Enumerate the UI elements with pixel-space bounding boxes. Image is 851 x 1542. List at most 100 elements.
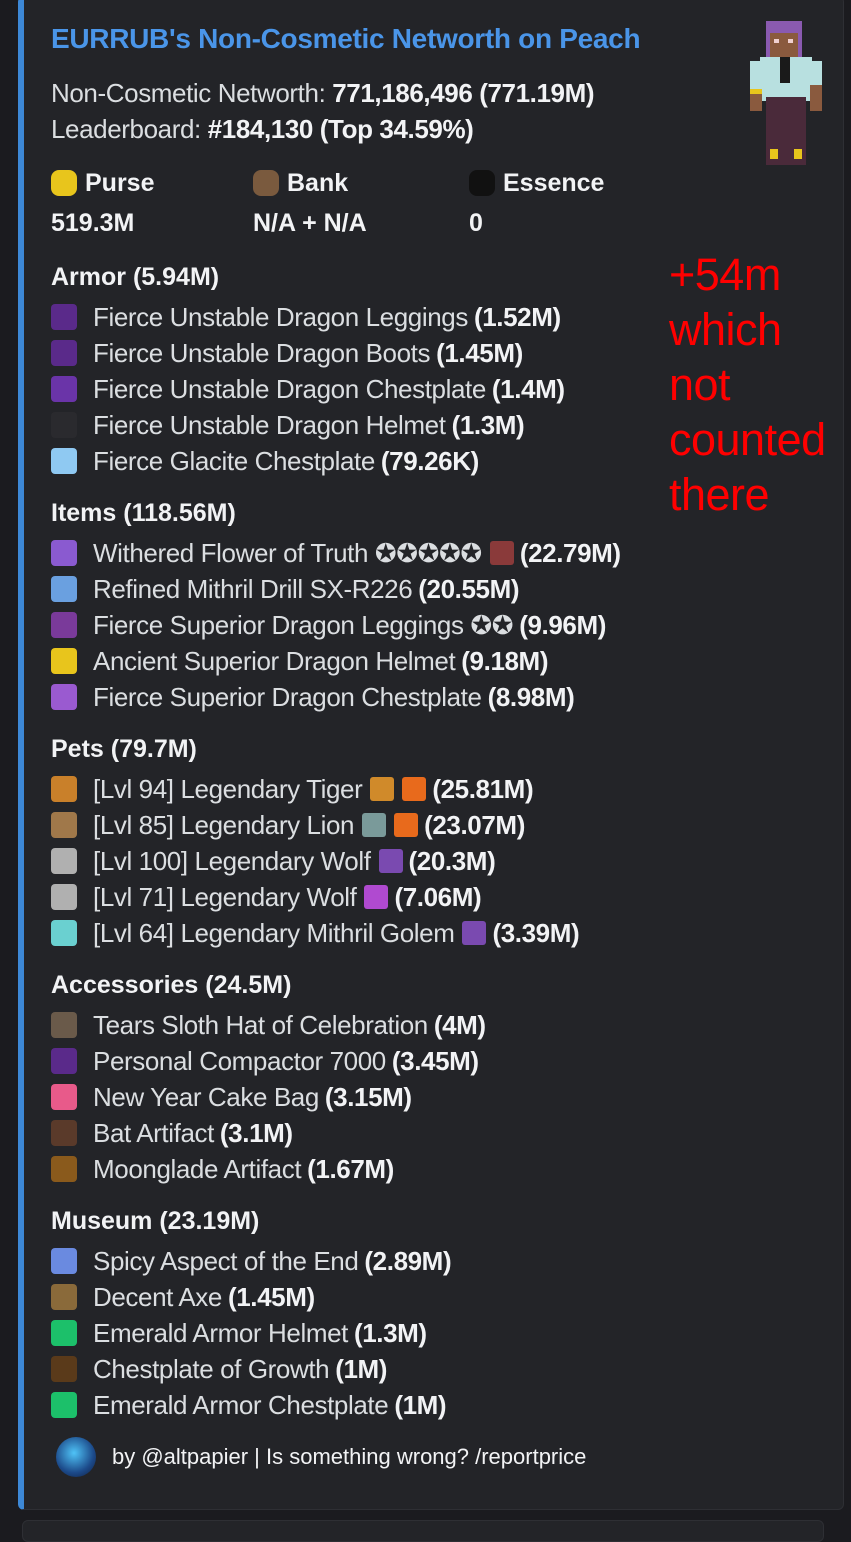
item-name: Personal Compactor 7000 bbox=[93, 1046, 386, 1076]
list-item: [Lvl 100] Legendary Wolf (20.3M) bbox=[51, 843, 691, 879]
list-item: Fierce Unstable Dragon Leggings (1.52M) bbox=[51, 299, 691, 335]
carrot-icon bbox=[402, 777, 427, 801]
item-value: (20.55M) bbox=[418, 574, 520, 604]
list-item: Chestplate of Growth (1M) bbox=[51, 1351, 691, 1387]
footer-avatar bbox=[56, 1437, 96, 1477]
item-name: Refined Mithril Drill SX-R226 bbox=[93, 574, 413, 604]
essence-icon bbox=[469, 170, 495, 196]
flower-staff-icon bbox=[51, 540, 77, 566]
stat-value: 0 bbox=[469, 209, 483, 237]
embed-title[interactable]: EURRUB's Non-Cosmetic Networth on Peach bbox=[51, 23, 641, 54]
item-value: (1.3M) bbox=[353, 1318, 427, 1348]
item-name: [Lvl 85] Legendary Lion bbox=[93, 810, 355, 840]
item-name: Fierce Unstable Dragon Leggings bbox=[93, 302, 468, 332]
item-value: (79.26K) bbox=[380, 446, 479, 476]
list-item: Refined Mithril Drill SX-R226 (20.55M) bbox=[51, 571, 691, 607]
sloth-hat-icon bbox=[51, 1012, 77, 1038]
item-value: (4M) bbox=[433, 1010, 486, 1040]
item-value: (1.4M) bbox=[491, 374, 565, 404]
bat-icon bbox=[51, 1120, 77, 1146]
section-heading: Items (118.56M) bbox=[51, 499, 236, 527]
chestplate-icon bbox=[51, 1392, 77, 1418]
annotation-line: which not bbox=[669, 304, 782, 410]
wolf-icon bbox=[51, 884, 77, 910]
networth-value: 771,186,496 (771.19M) bbox=[332, 78, 595, 108]
section-heading: Museum (23.19M) bbox=[51, 1207, 260, 1235]
item-list: Spicy Aspect of the End (2.89M) Decent Axe… bbox=[51, 1243, 691, 1423]
item-name: Decent Axe bbox=[93, 1282, 222, 1312]
item-name: Emerald Armor Helmet bbox=[93, 1318, 348, 1348]
item-value: (1.45M) bbox=[436, 338, 523, 368]
chestplate-icon bbox=[51, 448, 77, 474]
item-name: New Year Cake Bag bbox=[93, 1082, 319, 1112]
item-name: [Lvl 71] Legendary Wolf bbox=[93, 882, 357, 912]
footer-text: by @altpapier | Is something wrong? /rep… bbox=[112, 1444, 587, 1469]
section: Armor (5.94M) Fierce Unstable Dragon Legg… bbox=[51, 259, 691, 479]
list-item: New Year Cake Bag (3.15M) bbox=[51, 1079, 691, 1115]
stat-label-text: Purse bbox=[85, 169, 155, 197]
list-item: Tears Sloth Hat of Celebration (4M) bbox=[51, 1007, 691, 1043]
item-name: Fierce Glacite Chestplate bbox=[93, 446, 375, 476]
item-value: (7.06M) bbox=[394, 882, 482, 912]
embed-footer: by @altpapier | Is something wrong? /rep… bbox=[56, 1437, 586, 1477]
item-value: (3.45M) bbox=[391, 1046, 479, 1076]
dragon-head-icon bbox=[51, 412, 77, 438]
moonglade-icon bbox=[51, 1156, 77, 1182]
item-name: Fierce Superior Dragon Leggings ✪✪ bbox=[93, 610, 514, 640]
item-value: (20.3M) bbox=[408, 846, 496, 876]
annotation-line: +54m bbox=[669, 249, 781, 300]
annotation-note: +54m which not counted there bbox=[669, 247, 843, 522]
item-name: Fierce Unstable Dragon Boots bbox=[93, 338, 431, 368]
item-name: Chestplate of Growth bbox=[93, 1354, 330, 1384]
section: Pets (79.7M) [Lvl 94] Legendary Tiger (25.… bbox=[51, 731, 691, 951]
cake-bag-icon bbox=[51, 1084, 77, 1110]
networth-embed: EURRUB's Non-Cosmetic Networth on Peach … bbox=[18, 0, 844, 1510]
item-name: Fierce Superior Dragon Chestplate bbox=[93, 682, 482, 712]
item-value: (9.96M) bbox=[519, 610, 606, 640]
item-value: (25.81M) bbox=[432, 774, 534, 804]
item-name: Fierce Unstable Dragon Chestplate bbox=[93, 374, 486, 404]
chestplate-icon bbox=[51, 1356, 77, 1382]
chestplate-icon bbox=[51, 684, 77, 710]
gold-ingot-icon bbox=[51, 170, 77, 196]
stat-essence: Essence 0 bbox=[469, 163, 669, 243]
section: Accessories (24.5M) Tears Sloth Hat of Ce… bbox=[51, 967, 691, 1187]
golem-icon bbox=[51, 920, 77, 946]
lion-icon bbox=[51, 812, 77, 838]
networth-label: Non-Cosmetic Networth: bbox=[51, 78, 333, 108]
sections: Armor (5.94M) Fierce Unstable Dragon Legg… bbox=[51, 259, 691, 1423]
item-value: (1.3M) bbox=[451, 410, 525, 440]
item-value: (1M) bbox=[335, 1354, 388, 1384]
item-list: Fierce Unstable Dragon Leggings (1.52M) Fi… bbox=[51, 299, 691, 479]
item-value: (3.15M) bbox=[324, 1082, 412, 1112]
list-item: Fierce Unstable Dragon Boots (1.45M) bbox=[51, 335, 691, 371]
next-message-card bbox=[22, 1520, 824, 1542]
item-list: Tears Sloth Hat of Celebration (4M) Person… bbox=[51, 1007, 691, 1187]
stat-bank: Bank N/A + N/A bbox=[253, 163, 469, 243]
stat-label-text: Essence bbox=[503, 169, 605, 197]
pickaxe-icon bbox=[462, 921, 487, 945]
item-value: (22.79M) bbox=[519, 538, 621, 568]
list-item: [Lvl 71] Legendary Wolf (7.06M) bbox=[51, 879, 691, 915]
item-value: (1.52M) bbox=[473, 302, 561, 332]
boots-icon bbox=[51, 340, 77, 366]
drill-icon bbox=[51, 576, 77, 602]
section-heading: Accessories (24.5M) bbox=[51, 971, 292, 999]
list-item: Spicy Aspect of the End (2.89M) bbox=[51, 1243, 691, 1279]
section-heading: Pets (79.7M) bbox=[51, 735, 197, 763]
item-list: Withered Flower of Truth ✪✪✪✪✪ (22.79M) Re… bbox=[51, 535, 691, 715]
axe-icon bbox=[51, 1284, 77, 1310]
list-item: Moonglade Artifact (1.67M) bbox=[51, 1151, 691, 1187]
list-item: [Lvl 64] Legendary Mithril Golem (3.39M) bbox=[51, 915, 691, 951]
chestplate-icon bbox=[51, 376, 77, 402]
carrot-icon bbox=[394, 813, 419, 837]
leggings-icon bbox=[51, 612, 77, 638]
item-value: (9.18M) bbox=[461, 646, 549, 676]
item-list: [Lvl 94] Legendary Tiger (25.81M) [Lvl 85]… bbox=[51, 771, 691, 951]
item-name: Fierce Unstable Dragon Helmet bbox=[93, 410, 446, 440]
stat-label: Essence bbox=[469, 163, 669, 203]
pickaxe-icon bbox=[378, 849, 403, 873]
list-item: Decent Axe (1.45M) bbox=[51, 1279, 691, 1315]
item-value: (2.89M) bbox=[364, 1246, 452, 1276]
item-value: (8.98M) bbox=[487, 682, 575, 712]
